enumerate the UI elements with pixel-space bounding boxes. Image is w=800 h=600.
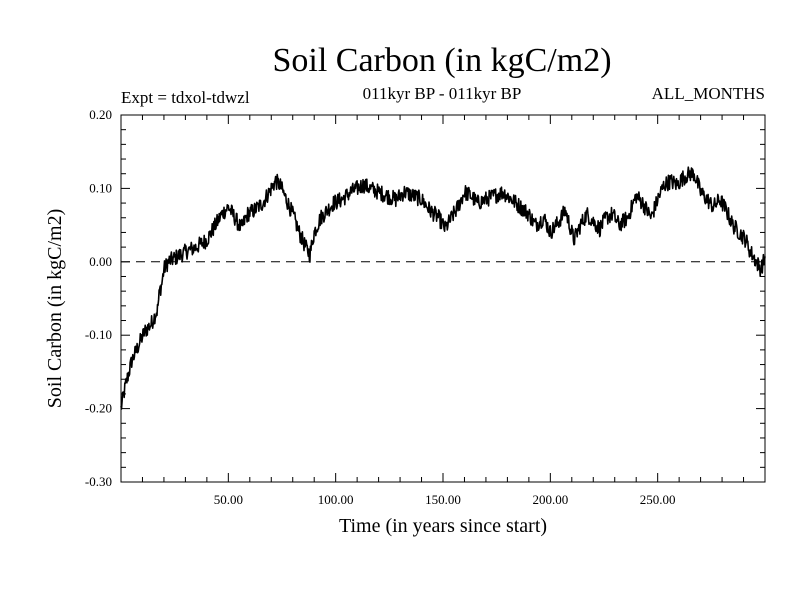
y-tick-label: 0.00	[89, 254, 112, 269]
series-line-0	[120, 166, 766, 410]
y-tick-label: -0.20	[85, 401, 112, 416]
x-tick-label: 150.00	[425, 492, 461, 507]
x-tick-label: 250.00	[640, 492, 676, 507]
y-tick-label: -0.30	[85, 474, 112, 489]
y-tick-label: -0.10	[85, 327, 112, 342]
y-axis-label: Soil Carbon (in kgC/m2)	[44, 209, 66, 408]
y-tick-label: 0.20	[89, 107, 112, 122]
chart-title: Soil Carbon (in kgC/m2)	[272, 42, 612, 79]
plot-area: 50.00 100.00 150.00 200.00 250.00 -0.30 -0.20 -…	[44, 107, 766, 537]
y-tick-label: 0.10	[89, 180, 112, 195]
x-axis-label: Time (in years since start)	[339, 515, 547, 537]
x-tick-label: 50.00	[214, 492, 243, 507]
x-tick-label: 200.00	[532, 492, 568, 507]
plot-frame	[120, 114, 766, 483]
x-tick-label: 100.00	[318, 492, 354, 507]
months-label: ALL_MONTHS	[651, 84, 765, 103]
period-label: 011kyr BP - 011kyr BP	[362, 84, 522, 103]
experiment-label: Expt = tdxol-tdwzl	[121, 88, 250, 107]
